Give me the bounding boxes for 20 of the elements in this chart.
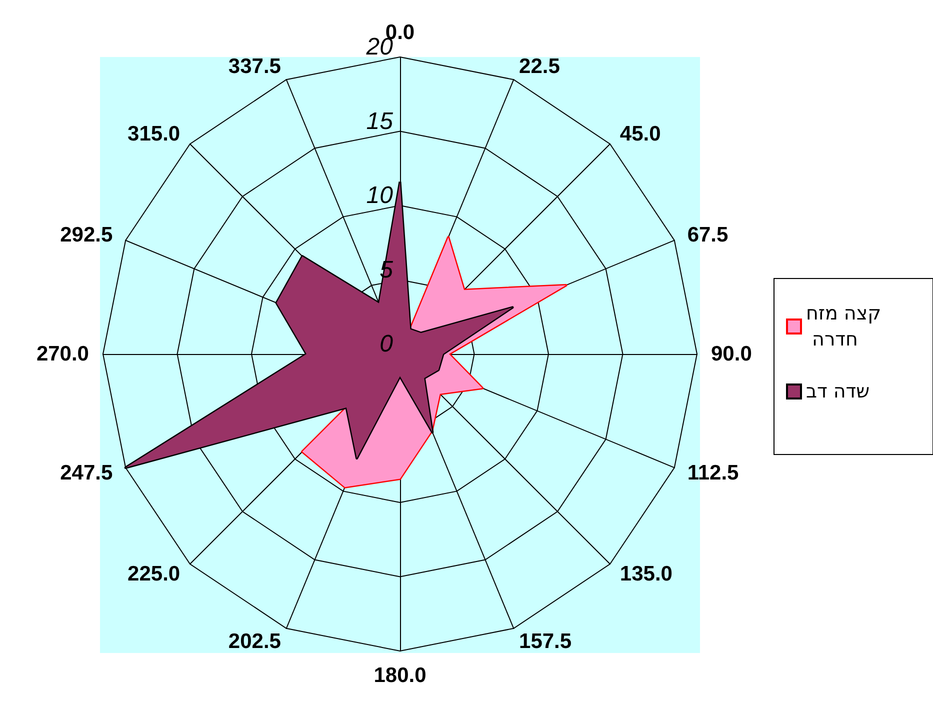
spoke-label: 292.5 (60, 223, 113, 246)
spoke-label: 67.5 (687, 223, 729, 246)
spoke-label: 180.0 (374, 664, 426, 687)
spoke-label: 315.0 (128, 122, 180, 146)
spoke-label: 135.0 (620, 562, 672, 586)
legend-label: שדה דב (806, 380, 870, 402)
spoke-label: 202.5 (228, 630, 282, 653)
spoke-label: 90.0 (711, 342, 752, 366)
spoke-label: 112.5 (687, 462, 740, 485)
spoke-label: 45.0 (620, 122, 661, 146)
spoke-label: 270.0 (36, 342, 89, 366)
spoke-label: 157.5 (519, 630, 572, 653)
spoke-label: 337.5 (228, 55, 282, 78)
spoke-label: 22.5 (519, 55, 560, 78)
y-tick-label: 15 (366, 108, 394, 135)
spoke-label: 225.0 (128, 562, 180, 586)
spoke-label: 247.5 (60, 462, 113, 485)
legend-label: קצה מזח חדרה (806, 302, 882, 350)
y-tick-label: 0 (380, 330, 394, 358)
y-tick-label: 10 (366, 182, 394, 209)
